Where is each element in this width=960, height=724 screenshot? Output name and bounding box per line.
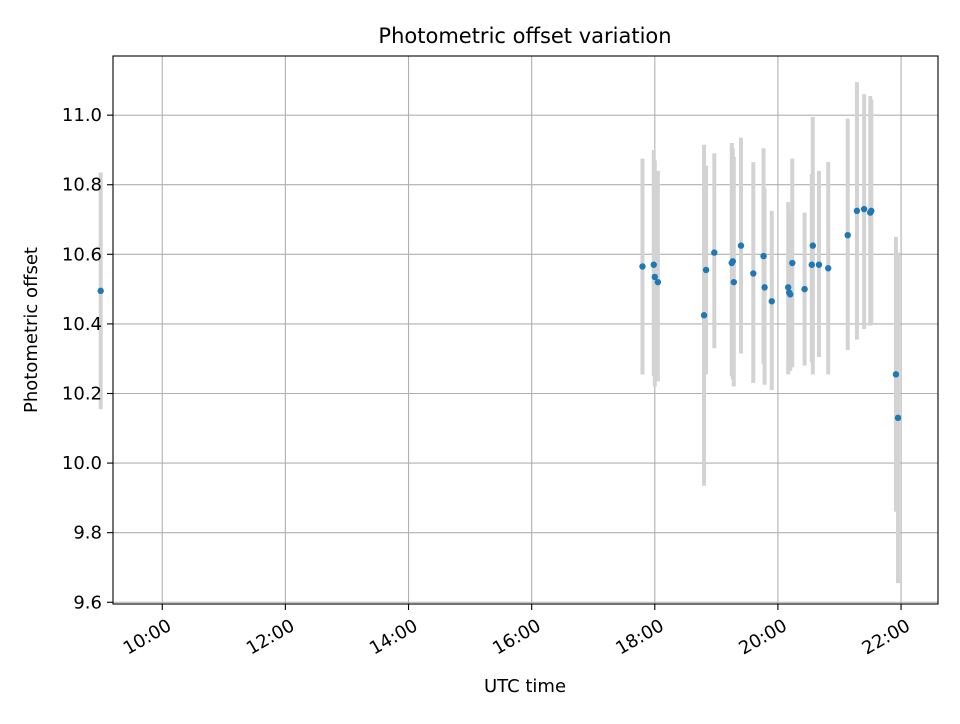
y-tick-label: 9.6 bbox=[73, 592, 102, 613]
data-point bbox=[654, 278, 662, 286]
data-point bbox=[815, 261, 823, 268]
data-point bbox=[809, 242, 817, 249]
data-point bbox=[711, 249, 718, 256]
data-point bbox=[650, 261, 657, 268]
data-point bbox=[760, 252, 767, 260]
data-point bbox=[700, 312, 708, 319]
data-point bbox=[729, 258, 736, 265]
x-axis-label: UTC time bbox=[484, 676, 566, 697]
y-tick-label: 9.8 bbox=[73, 523, 102, 544]
data-point bbox=[894, 414, 902, 422]
chart-title: Photometric offset variation bbox=[378, 24, 671, 48]
data-point bbox=[702, 266, 710, 274]
data-point bbox=[801, 285, 808, 293]
data-point bbox=[787, 291, 794, 298]
data-point bbox=[825, 265, 832, 272]
data-point bbox=[97, 287, 104, 295]
y-axis-ticks: 9.6 9.8 10.0 10.2 10.4 10.6 10.8 11.0 bbox=[62, 105, 113, 613]
plot-area-frame bbox=[112, 55, 939, 605]
data-point bbox=[737, 242, 745, 249]
data-point bbox=[730, 278, 738, 286]
data-points bbox=[97, 205, 902, 422]
data-point bbox=[768, 298, 775, 305]
data-point bbox=[853, 207, 861, 215]
data-point bbox=[784, 284, 792, 291]
data-point bbox=[750, 270, 757, 277]
data-point bbox=[808, 261, 815, 268]
data-point bbox=[844, 231, 851, 239]
data-point bbox=[892, 371, 900, 378]
data-point bbox=[868, 207, 875, 215]
data-point bbox=[761, 284, 768, 291]
y-axis-label: Photometric offset bbox=[21, 247, 42, 413]
y-tick-label: 11.0 bbox=[62, 105, 102, 126]
data-point bbox=[860, 205, 868, 213]
y-tick-label: 10.6 bbox=[62, 244, 102, 265]
y-tick-label: 10.0 bbox=[62, 453, 102, 474]
y-tick-label: 10.4 bbox=[62, 314, 102, 335]
y-tick-label: 10.2 bbox=[62, 383, 102, 404]
data-point bbox=[639, 263, 646, 270]
data-point bbox=[651, 273, 658, 281]
data-point bbox=[789, 259, 796, 267]
y-tick-label: 10.8 bbox=[62, 175, 102, 196]
